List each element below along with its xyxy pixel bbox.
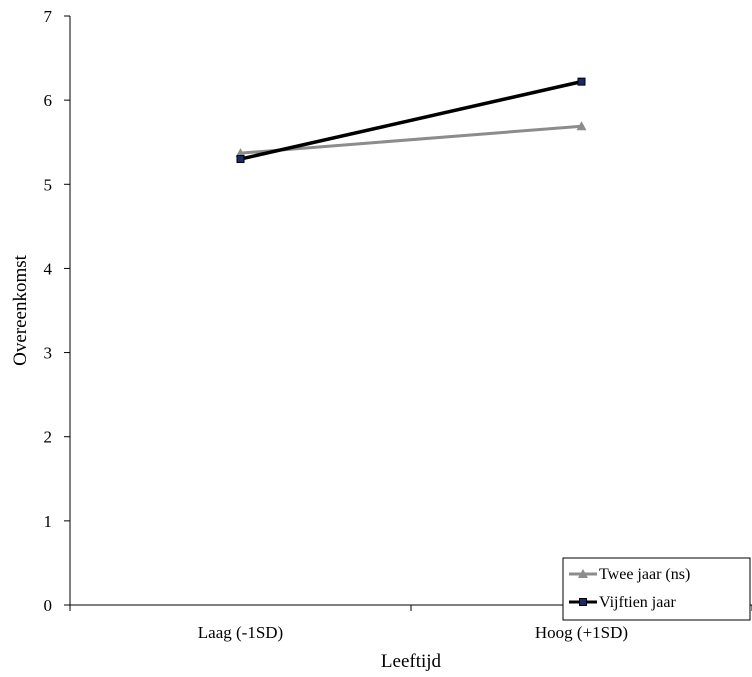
y-tick-label: 6 [44, 91, 53, 110]
y-tick-label: 4 [44, 259, 53, 278]
data-point [576, 121, 587, 131]
x-axis-title: Leeftijd [381, 651, 442, 672]
series-layer [235, 77, 587, 164]
legend-marker [579, 598, 587, 606]
y-axis-ticks: 0 1 2 3 4 5 6 7 [44, 7, 70, 615]
series-2 [236, 77, 586, 164]
data-point [236, 155, 245, 164]
legend-label: Vijftien jaar [599, 594, 676, 611]
data-point [577, 77, 586, 86]
x-tick-label: Laag (-1SD) [198, 623, 283, 642]
y-axis-title: Overeenkomst [10, 254, 31, 366]
legend-marker [578, 569, 588, 578]
series-1 [235, 121, 587, 158]
series-line [240, 124, 582, 155]
x-axis-ticks: Laag (-1SD) Hoog (+1SD) [69, 605, 752, 642]
y-tick-label: 5 [44, 175, 53, 194]
legend: Twee jaar (ns) Vijftien jaar [562, 557, 751, 621]
series-line [240, 79, 582, 161]
legend-box [562, 557, 751, 621]
y-tick-label: 2 [44, 428, 53, 447]
legend-label: Twee jaar (ns) [599, 566, 690, 583]
data-point [235, 148, 246, 158]
legend-item: Vijftien jaar [569, 594, 676, 611]
y-tick-label: 1 [44, 512, 53, 531]
x-tick-label: Hoog (+1SD) [535, 623, 628, 642]
y-tick-label: 0 [44, 596, 53, 615]
legend-item: Twee jaar (ns) [569, 566, 690, 583]
y-tick-label: 3 [44, 344, 53, 363]
y-tick-label: 7 [44, 7, 53, 26]
